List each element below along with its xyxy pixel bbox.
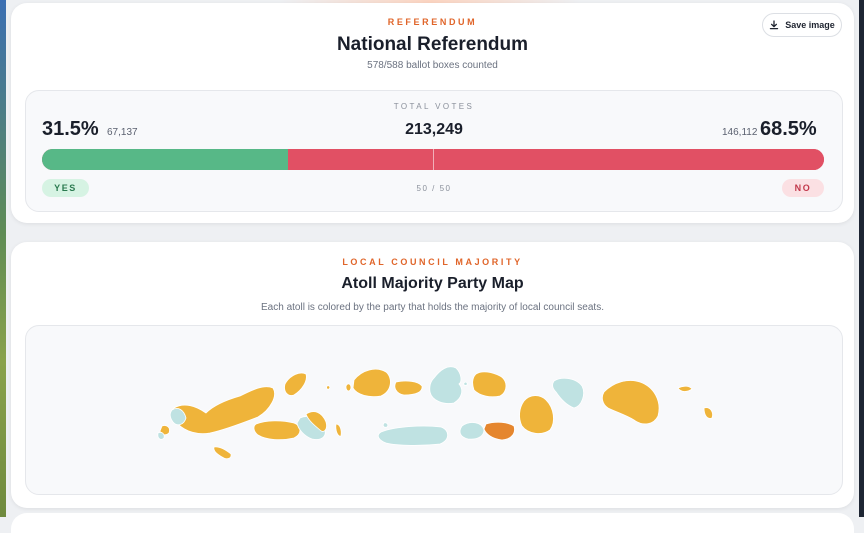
- total-votes-label: TOTAL VOTES: [393, 102, 475, 111]
- atoll-shape: [677, 385, 693, 392]
- map-kicker: LOCAL COUNCIL MAJORITY: [342, 257, 523, 267]
- atoll-shape: [352, 368, 391, 397]
- yes-badge: YES: [42, 179, 89, 197]
- referendum-kicker: REFERENDUM: [387, 17, 478, 27]
- yes-percent: 31.5%: [42, 118, 99, 140]
- no-count: 146,112: [722, 127, 758, 138]
- atoll-shape: [483, 421, 515, 441]
- background-edge-left: [0, 0, 6, 517]
- atoll-shape: [335, 423, 342, 437]
- download-icon: [769, 20, 779, 30]
- map-subtitle: Each atoll is colored by the party that …: [261, 302, 604, 313]
- save-image-button[interactable]: Save image: [762, 13, 842, 37]
- atoll-map-svg: [157, 366, 713, 460]
- yes-count: 67,137: [107, 127, 138, 138]
- atoll-shape: [171, 386, 275, 434]
- council-map-card: LOCAL COUNCIL MAJORITY Atoll Majority Pa…: [11, 242, 854, 508]
- atoll-shape: [382, 422, 389, 428]
- yes-bar-segment: [42, 149, 289, 170]
- atoll-shape: [345, 383, 352, 392]
- no-percent: 68.5%: [760, 118, 817, 140]
- atoll-shape: [519, 395, 554, 434]
- majority-threshold-line: [433, 149, 434, 170]
- total-votes: 213,249: [405, 121, 463, 138]
- atoll-shape: [284, 372, 307, 396]
- vote-tally-panel: TOTAL VOTES 31.5% 67,137 213,249 146,112…: [25, 90, 843, 212]
- save-image-label: Save image: [785, 20, 835, 30]
- atoll-shape: [394, 380, 423, 396]
- atoll-shape: [472, 371, 507, 398]
- atoll-shape: [377, 425, 449, 446]
- atoll-shape: [459, 422, 485, 440]
- atoll-map: [25, 325, 843, 495]
- referendum-title: National Referendum: [336, 34, 529, 55]
- background-glow: [280, 0, 580, 4]
- atoll-shape: [169, 408, 187, 426]
- vote-share-bar: [42, 149, 824, 170]
- background-edge-right: [859, 0, 864, 517]
- ballot-boxes-counted: 578/588 ballot boxes counted: [367, 60, 498, 71]
- atoll-shape: [552, 377, 584, 409]
- threshold-label: 50 / 50: [416, 184, 452, 193]
- next-card-edge: [11, 513, 854, 533]
- atoll-shape: [305, 411, 327, 432]
- atoll-shape: [463, 381, 468, 386]
- atoll-shape: [253, 420, 301, 441]
- atoll-shape: [157, 431, 165, 440]
- no-badge: NO: [782, 179, 824, 197]
- atoll-shape: [429, 366, 463, 404]
- atoll-shape: [703, 407, 713, 419]
- atoll-shape: [601, 380, 660, 425]
- referendum-card: REFERENDUM National Referendum 578/588 b…: [11, 3, 854, 223]
- atoll-shape: [326, 385, 331, 390]
- map-title: Atoll Majority Party Map: [341, 275, 524, 292]
- no-bar-segment: [288, 149, 824, 170]
- atoll-shape: [213, 446, 232, 460]
